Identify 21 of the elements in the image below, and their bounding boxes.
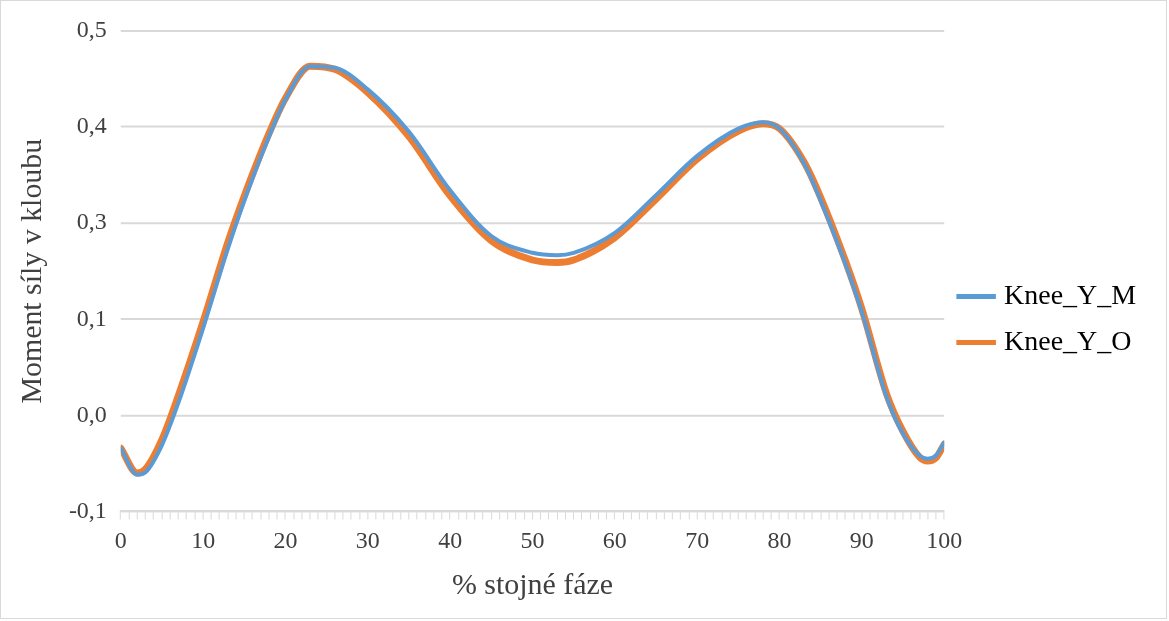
y-axis-title: Moment síly v kloubu (13, 138, 47, 404)
x-tick-label: 60 (602, 527, 627, 554)
x-tick-label: 80 (767, 527, 792, 554)
x-tick-label: 20 (273, 527, 298, 554)
y-tick-label: -0,1 (68, 496, 107, 523)
x-tick-label: 50 (520, 527, 545, 554)
y-tick-label: 0,3 (76, 208, 107, 235)
x-tick-label: 90 (849, 527, 874, 554)
y-tick-label: 0,1 (76, 304, 107, 331)
x-tick-label: 10 (191, 527, 216, 554)
y-tick-label: 0,5 (76, 16, 107, 43)
x-tick-label: 100 (926, 527, 963, 554)
y-tick-label: 0,0 (76, 400, 107, 427)
legend-label: Knee_Y_M (1004, 278, 1137, 310)
x-tick-label: 40 (438, 527, 463, 554)
x-axis-title: % stojné fáze (451, 566, 614, 600)
y-tick-label: 0,4 (76, 112, 107, 139)
x-tick-label: 30 (355, 527, 380, 554)
x-tick-label: 70 (685, 527, 710, 554)
legend-label: Knee_Y_O (1004, 324, 1132, 356)
x-tick-label: 0 (114, 527, 127, 554)
